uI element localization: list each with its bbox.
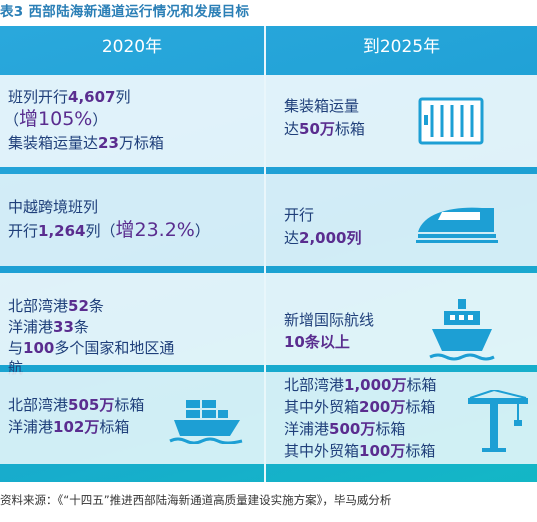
source-note: 资料来源：《“十四五”推进西部陆海新通道高质量建设实施方案》，毕马威分析	[0, 493, 392, 507]
row2-right-line1: 开行	[284, 206, 315, 224]
row3-left-line2: 洋浦港33条	[8, 318, 89, 336]
row4-right-line3: 洋浦港500万标箱	[284, 420, 406, 438]
row4-right-line4: 其中外贸箱100万标箱	[284, 442, 436, 460]
row3-right-line1: 新增国际航线	[284, 311, 375, 329]
row3-left-line1: 北部湾港52条	[8, 297, 104, 315]
row4-left-line1: 北部湾港505万标箱	[8, 396, 145, 414]
row4-right-panel: 北部湾港1,000万标箱 其中外贸箱200万标箱 洋浦港500万标箱 其中外贸箱…	[266, 372, 537, 464]
row4-right-line2: 其中外贸箱200万标箱	[284, 398, 436, 416]
row4-left-line2: 洋浦港102万标箱	[8, 418, 130, 436]
row1-right-line1: 集装箱运量	[284, 97, 360, 115]
row1-left-line2: （增105%）	[4, 108, 108, 130]
row2-right-panel: 开行 达2,000列	[266, 174, 537, 266]
row3-right-panel: 新增国际航线 10条以上	[266, 273, 537, 365]
train-icon	[414, 198, 500, 246]
row3-left-panel: 北部湾港52条 洋浦港33条 与100多个国家和地区通 航	[0, 273, 264, 377]
row1-left-line3: 集装箱运量达23万标箱	[8, 134, 164, 152]
row2-left-panel: 中越跨境班列 开行1,264列（增23.2%）	[0, 174, 264, 266]
column-divider	[264, 26, 266, 482]
row3-left-line3: 与100多个国家和地区通	[8, 339, 175, 357]
ship-icon	[428, 297, 496, 363]
container-icon	[416, 93, 486, 149]
crane-icon	[466, 390, 530, 454]
cargo-ship-icon	[168, 394, 244, 444]
header-2020: 2020年	[101, 37, 163, 57]
row2-right-line2: 达2,000列	[284, 229, 362, 247]
row1-right-panel: 集装箱运量 达50万标箱	[266, 75, 537, 167]
header-2025: 到2025年	[362, 37, 441, 57]
row2-left-line2: 开行1,264列（增23.2%）	[8, 219, 210, 241]
row2-left-line1: 中越跨境班列	[8, 198, 99, 216]
infographic-board: 2020年 到2025年 班列开行4,607列 （增105%） 集装箱运量达23…	[0, 26, 537, 482]
row3-right-line2: 10条以上	[284, 333, 350, 351]
row1-left-line1: 班列开行4,607列	[8, 88, 131, 106]
table-title: 表3 西部陆海新通道运行情况和发展目标	[0, 4, 250, 20]
row4-left-panel: 北部湾港505万标箱 洋浦港102万标箱	[0, 372, 264, 464]
row1-right-line2: 达50万标箱	[284, 120, 365, 138]
row4-right-line1: 北部湾港1,000万标箱	[284, 376, 437, 394]
row1-left-panel: 班列开行4,607列 （增105%） 集装箱运量达23万标箱	[0, 75, 264, 167]
